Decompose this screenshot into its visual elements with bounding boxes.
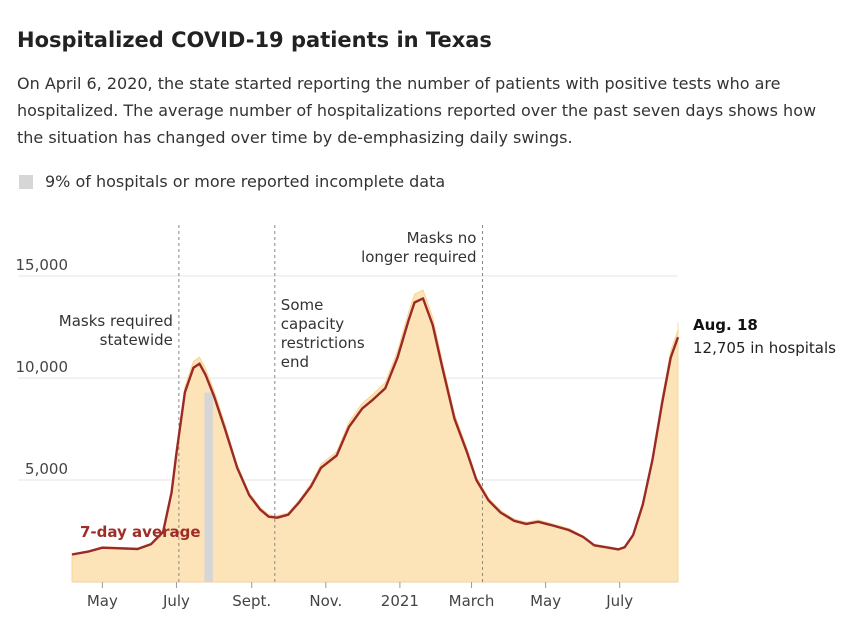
x-axis: May July Sept. Nov. 2021 March May July (87, 582, 633, 610)
legend: 9% of hospitals or more reported incompl… (19, 172, 445, 191)
annotation-text: statewide (100, 331, 173, 349)
chart-title: Hospitalized COVID-19 patients in Texas (17, 28, 492, 52)
x-tick-label: May (87, 592, 118, 610)
annotation-text: capacity (281, 315, 344, 333)
annotation-text: Masks no (407, 229, 477, 247)
x-tick-label: Nov. (309, 592, 342, 610)
chart-subtitle: On April 6, 2020, the state started repo… (17, 74, 817, 147)
x-tick-label: March (449, 592, 495, 610)
x-tick-label: July (605, 592, 633, 610)
incomplete-data-swatch (19, 174, 33, 189)
y-axis: 5,000 10,000 15,000 (16, 256, 69, 478)
callout-date: Aug. 18 (693, 316, 758, 334)
annotation-text: end (281, 353, 309, 371)
y-tick-label: 10,000 (16, 358, 69, 376)
annotation-text: longer required (361, 248, 476, 266)
legend-label-incomplete: 9% of hospitals or more reported incompl… (45, 172, 446, 191)
annotation-text: restrictions (281, 334, 365, 352)
series-label-7-day-average: 7-day average (80, 523, 201, 541)
callout-value: 12,705 in hospitals (693, 339, 836, 357)
y-tick-label: 15,000 (16, 256, 69, 274)
x-tick-label: Sept. (232, 592, 271, 610)
x-tick-label: 2021 (381, 592, 419, 610)
series-line-7-day-average (71, 297, 680, 556)
annotation-text: Some (281, 296, 324, 314)
y-tick-label: 5,000 (25, 460, 68, 478)
line-layer (71, 297, 680, 556)
labels-layer: 7-day average Aug. 18 12,705 in hospitals (80, 316, 836, 541)
incomplete-data-band (204, 392, 213, 582)
x-tick-label: July (162, 592, 190, 610)
annotation-text: Masks required (59, 312, 173, 330)
x-tick-label: May (530, 592, 561, 610)
incomplete-data-layer (204, 392, 213, 582)
